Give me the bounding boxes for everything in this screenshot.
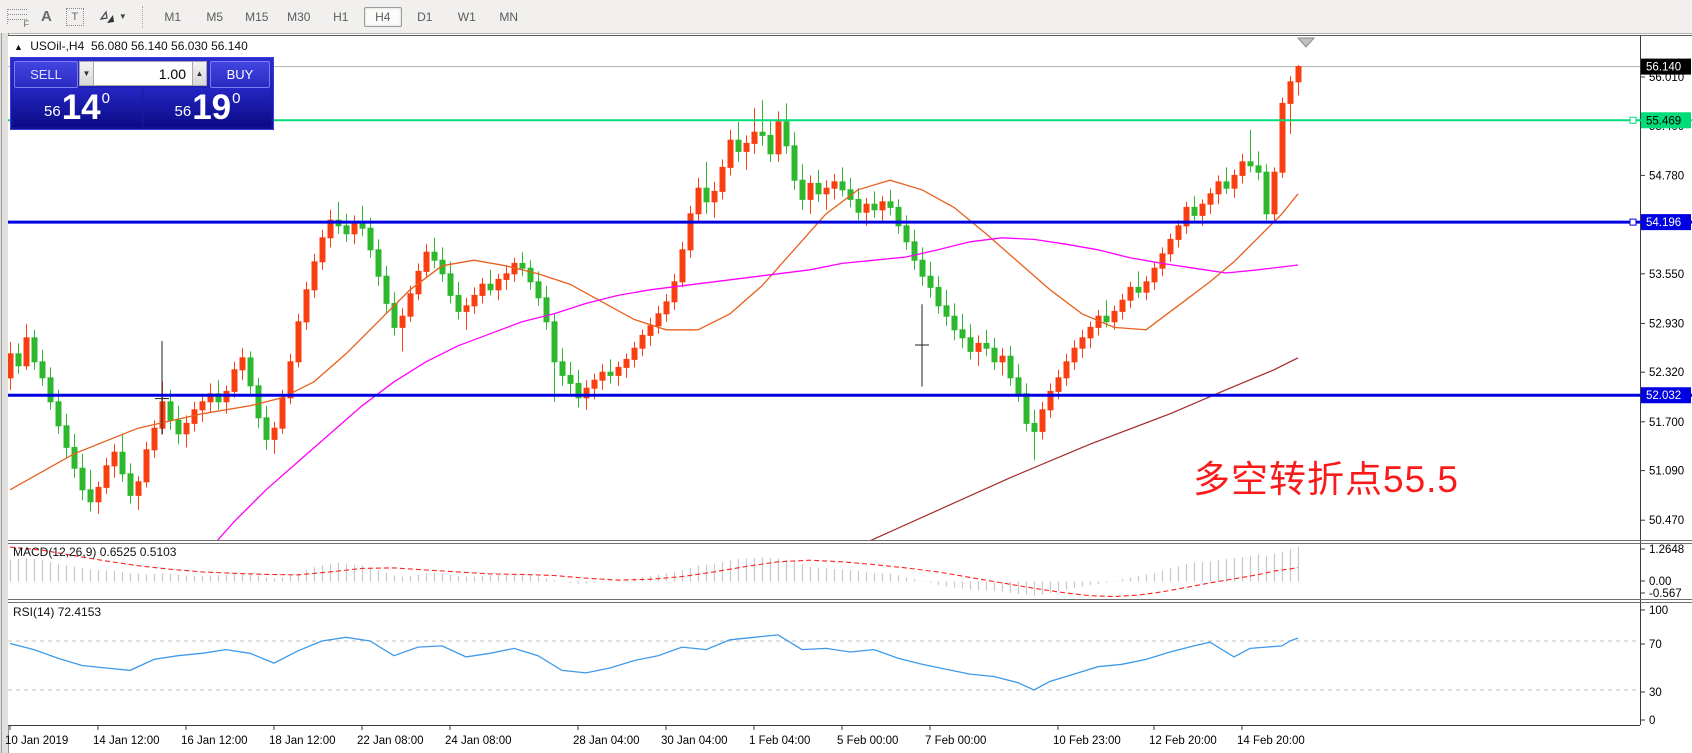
- grid-f-letter: F: [23, 19, 30, 29]
- volume-increase-button[interactable]: ▲: [192, 61, 207, 86]
- rsi-line: [9, 634, 1299, 691]
- timeframe-button-M1[interactable]: M1: [164, 9, 182, 24]
- svg-text:14 Jan 12:00: 14 Jan 12:00: [93, 735, 160, 747]
- volume-decrease-button[interactable]: ▼: [79, 61, 94, 86]
- timeframe-button-H1[interactable]: H1: [333, 9, 349, 24]
- svg-text:52.032: 52.032: [1646, 390, 1681, 402]
- one-click-trading-panel: SELL ▼ ▲ BUY 56 14 0 56 19 0: [10, 57, 274, 130]
- svg-text:22 Jan 08:00: 22 Jan 08:00: [357, 735, 424, 747]
- svg-text:55.469: 55.469: [1646, 115, 1681, 127]
- font-a-icon[interactable]: A: [41, 8, 52, 25]
- svg-text:28 Jan 04:00: 28 Jan 04:00: [573, 735, 640, 747]
- timeframe-button-group: M1 M5 M15 M30 H1 H4 D1 W1 MN: [152, 6, 530, 27]
- ma_fast-line: [9, 179, 1299, 491]
- timeframe-button-W1[interactable]: W1: [457, 9, 476, 24]
- svg-text:54.196: 54.196: [1646, 217, 1681, 229]
- volume-input[interactable]: [94, 61, 192, 86]
- macd-panel: [9, 546, 1300, 598]
- svg-text:56.140: 56.140: [1646, 62, 1681, 74]
- svg-text:30 Jan 04:00: 30 Jan 04:00: [661, 735, 728, 747]
- main-price-panel: [8, 65, 1640, 540]
- arrows-tool-icon[interactable]: ▼: [98, 5, 127, 29]
- dropdown-caret-icon[interactable]: ▼: [118, 12, 127, 21]
- sell-price-display[interactable]: 56 14 0: [13, 88, 141, 127]
- timeframe-button-MN[interactable]: MN: [499, 9, 519, 24]
- grid-f-icon[interactable]: F: [7, 5, 30, 29]
- timeframe-button-M30[interactable]: M30: [287, 9, 311, 24]
- svg-text:1 Feb 04:00: 1 Feb 04:00: [749, 735, 810, 747]
- svg-text:5 Feb 00:00: 5 Feb 00:00: [837, 735, 898, 747]
- collapse-triangle-icon[interactable]: ▲: [14, 42, 23, 52]
- svg-text:16 Jan 12:00: 16 Jan 12:00: [181, 735, 248, 747]
- timeframe-button-M5[interactable]: M5: [206, 9, 224, 24]
- svg-text:53.550: 53.550: [1649, 269, 1684, 281]
- svg-text:30: 30: [1649, 687, 1662, 699]
- macd-signal-line: [9, 546, 1299, 598]
- svg-text:0.00: 0.00: [1649, 576, 1671, 588]
- symbol-label: USOil-,H4: [30, 39, 85, 53]
- svg-text:0: 0: [1649, 715, 1655, 727]
- svg-text:70: 70: [1649, 639, 1662, 651]
- volume-spinner: ▼ ▲: [79, 61, 207, 86]
- svg-text:10 Feb 23:00: 10 Feb 23:00: [1053, 735, 1121, 747]
- line-handle: [1629, 116, 1637, 124]
- timeframe-button-M15[interactable]: M15: [245, 9, 269, 24]
- toolbar-separator: [141, 5, 144, 28]
- rsi-indicator-label: RSI(14) 72.4153: [13, 605, 102, 619]
- chart-annotation-text[interactable]: 多空转折点55.5: [1193, 459, 1460, 500]
- svg-text:18 Jan 12:00: 18 Jan 12:00: [269, 735, 336, 747]
- macd-indicator-label: MACD(12,26,9) 0.6525 0.5103: [13, 545, 177, 559]
- svg-text:-0.567: -0.567: [1649, 588, 1682, 600]
- time-axis: 10 Jan 2019 14 Jan 12:00 16 Jan 12:00 18 Ja…: [5, 725, 1305, 747]
- svg-text:7 Feb 00:00: 7 Feb 00:00: [925, 735, 986, 747]
- svg-text:50.470: 50.470: [1649, 515, 1684, 527]
- text-label-icon[interactable]: T: [65, 5, 84, 29]
- rsi-panel: [8, 634, 1640, 691]
- svg-text:100: 100: [1649, 605, 1668, 617]
- ma_mid-line: [216, 237, 1299, 540]
- svg-text:52.320: 52.320: [1649, 367, 1684, 379]
- svg-text:51.700: 51.700: [1649, 417, 1684, 429]
- svg-text:1.2648: 1.2648: [1649, 544, 1684, 556]
- line-handle: [1629, 218, 1637, 226]
- candlestick-series: [8, 65, 1302, 514]
- svg-text:14 Feb 20:00: 14 Feb 20:00: [1237, 735, 1305, 747]
- svg-text:52.930: 52.930: [1649, 318, 1684, 330]
- svg-text:56.010: 56.010: [1649, 72, 1684, 84]
- svg-text:24 Jan 08:00: 24 Jan 08:00: [445, 735, 512, 747]
- ohlc-values: 56.080 56.140 56.030 56.140: [90, 39, 248, 53]
- svg-text:10 Jan 2019: 10 Jan 2019: [5, 735, 68, 747]
- buy-price-display[interactable]: 56 19 0: [144, 88, 271, 127]
- timeframe-button-D1[interactable]: D1: [417, 9, 433, 24]
- toolbar: F A T ▼ M1 M5 M15 M30 H1 H4 D1 W1 MN: [0, 0, 1692, 34]
- chart-shift-marker: [1296, 37, 1316, 48]
- sell-button[interactable]: SELL: [14, 61, 78, 88]
- svg-text:12 Feb 20:00: 12 Feb 20:00: [1149, 735, 1217, 747]
- timeframe-button-H4[interactable]: H4: [363, 6, 402, 27]
- chart-title: ▲ USOil-,H4 56.080 56.140 56.030 56.140: [14, 39, 248, 53]
- buy-button[interactable]: BUY: [210, 61, 270, 88]
- svg-text:54.780: 54.780: [1649, 170, 1684, 182]
- svg-text:51.090: 51.090: [1649, 466, 1684, 478]
- ma_slow-line: [870, 357, 1299, 540]
